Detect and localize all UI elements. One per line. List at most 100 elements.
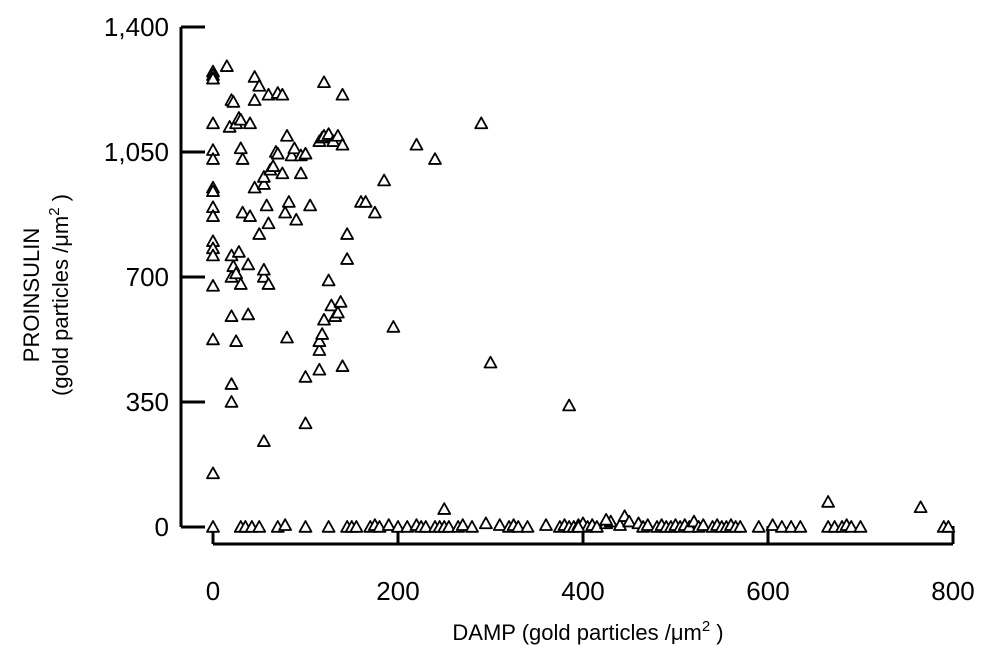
data-point-triangle (256, 270, 271, 283)
data-point-triangle (303, 198, 318, 212)
data-point-triangle (441, 520, 456, 533)
data-point-triangle (511, 520, 526, 533)
x-tick-label: 600 (746, 576, 789, 606)
axes (179, 27, 953, 546)
data-point-triangle (941, 520, 956, 533)
y-axis-label-group: PROINSULIN (gold particles /μm2) (19, 194, 73, 396)
data-point-triangle (293, 166, 308, 180)
data-point-triangle (367, 205, 382, 219)
data-point-triangle (478, 516, 493, 530)
data-point-triangle (784, 520, 799, 533)
data-point-triangle (280, 330, 294, 344)
data-point-triangle (330, 305, 345, 319)
data-point-triangle (312, 334, 327, 347)
data-point-triangle (409, 137, 424, 151)
data-point-triangle (206, 152, 220, 165)
data-point-triangle (229, 266, 244, 280)
data-point-triangle (315, 327, 330, 340)
data-point-triangle (287, 141, 302, 155)
y-tick-label: 700 (126, 262, 169, 292)
data-point-triangle (751, 520, 766, 533)
data-point-triangle (256, 262, 271, 276)
data-point-triangle (206, 466, 220, 480)
data-point-triangle (340, 252, 355, 265)
y-ticks: 0 350 700 1,050 1,400 (104, 12, 205, 542)
data-point-triangle (562, 398, 577, 412)
data-point-triangle (381, 518, 396, 531)
data-point-triangle (233, 141, 248, 155)
data-point-triangle (224, 377, 239, 390)
data-point-triangle (474, 116, 489, 130)
data-point-triangle (321, 273, 336, 287)
data-point-triangle (520, 520, 535, 533)
data-point-triangle (206, 279, 220, 292)
data-point-triangle (256, 170, 271, 183)
data-point-triangle (589, 520, 604, 533)
x-tick-label: 0 (206, 576, 220, 606)
data-point-triangle (206, 116, 220, 130)
data-point-triangle (275, 166, 290, 180)
data-point-triangle (793, 520, 808, 533)
data-point-triangle (539, 518, 553, 531)
data-point-triangle (224, 309, 239, 322)
y-axis-label-line1: PROINSULIN (19, 228, 44, 362)
x-tick-label: 800 (931, 576, 974, 606)
data-point-triangle (599, 512, 614, 526)
data-point-triangle (386, 320, 401, 333)
data-point-triangle (219, 59, 234, 72)
x-ticks: 0 200 400 600 800 (206, 526, 975, 606)
x-axis-label: DAMP (gold particles /μm2) (452, 618, 723, 645)
data-point-triangle (340, 227, 355, 240)
data-point-triangle (206, 71, 220, 85)
y-axis-label-line2: (gold particles /μm2) (46, 194, 73, 396)
data-point-triangle (821, 495, 836, 508)
data-point-triangle (391, 520, 405, 533)
data-point-triangle (284, 148, 299, 162)
data-point-triangle (640, 518, 655, 531)
data-point-triangle (853, 520, 868, 533)
data-point-triangle (278, 205, 293, 219)
data-point-triangle (206, 520, 220, 533)
data-point-triangle (774, 520, 789, 533)
data-point-triangle (298, 416, 313, 430)
data-point-triangle (261, 277, 276, 290)
x-tick-label: 200 (376, 576, 419, 606)
data-point-triangle (206, 209, 220, 222)
data-point-triangle (312, 362, 327, 376)
data-point-triangle (233, 277, 248, 290)
data-point-triangle (330, 129, 345, 142)
data-point-triangle (252, 227, 267, 240)
data-point-triangle (765, 518, 780, 531)
data-point-triangle (333, 295, 348, 308)
data-point-triangle (321, 127, 336, 140)
data-point-triangle (224, 395, 239, 408)
data-point-triangle (455, 518, 470, 531)
data-point-triangle (229, 334, 244, 347)
data-point-triangle (206, 184, 220, 197)
data-point-triangle (231, 245, 246, 258)
data-point-triangle (492, 518, 507, 531)
data-point-triangle (465, 520, 479, 533)
data-point-triangle (233, 112, 248, 126)
y-tick-label: 1,400 (104, 12, 169, 42)
data-point-triangle (622, 514, 637, 528)
data-point-triangle (281, 195, 296, 208)
data-point-triangle (252, 79, 267, 92)
data-point-triangle (298, 520, 313, 533)
data-point-triangle (571, 520, 586, 533)
data-point-triangle (241, 307, 256, 321)
data-point-triangle (696, 518, 711, 531)
data-point-triangle (312, 343, 327, 356)
data-point-triangle (243, 116, 257, 130)
data-point-triangle (275, 87, 290, 101)
y-tick-label: 1,050 (104, 137, 169, 167)
data-point-triangle (321, 520, 336, 533)
data-point-triangle (844, 520, 859, 533)
data-point-triangle (317, 75, 331, 89)
data-point-triangle (280, 129, 294, 142)
data-point-triangle (226, 95, 241, 108)
data-point-triangle (428, 152, 442, 165)
data-point-triangle (278, 518, 293, 531)
data-point-triangle (733, 520, 748, 533)
